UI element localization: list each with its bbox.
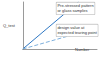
svg-text:expected tearing point: expected tearing point	[57, 30, 97, 35]
svg-text:Pre-stressed pattern: Pre-stressed pattern	[57, 3, 94, 9]
svg-text:Number: Number	[75, 47, 90, 52]
svg-text:Q_test: Q_test	[3, 23, 16, 28]
svg-text:or glass samples: or glass samples	[57, 8, 87, 13]
svg-text:design value at: design value at	[57, 25, 85, 31]
